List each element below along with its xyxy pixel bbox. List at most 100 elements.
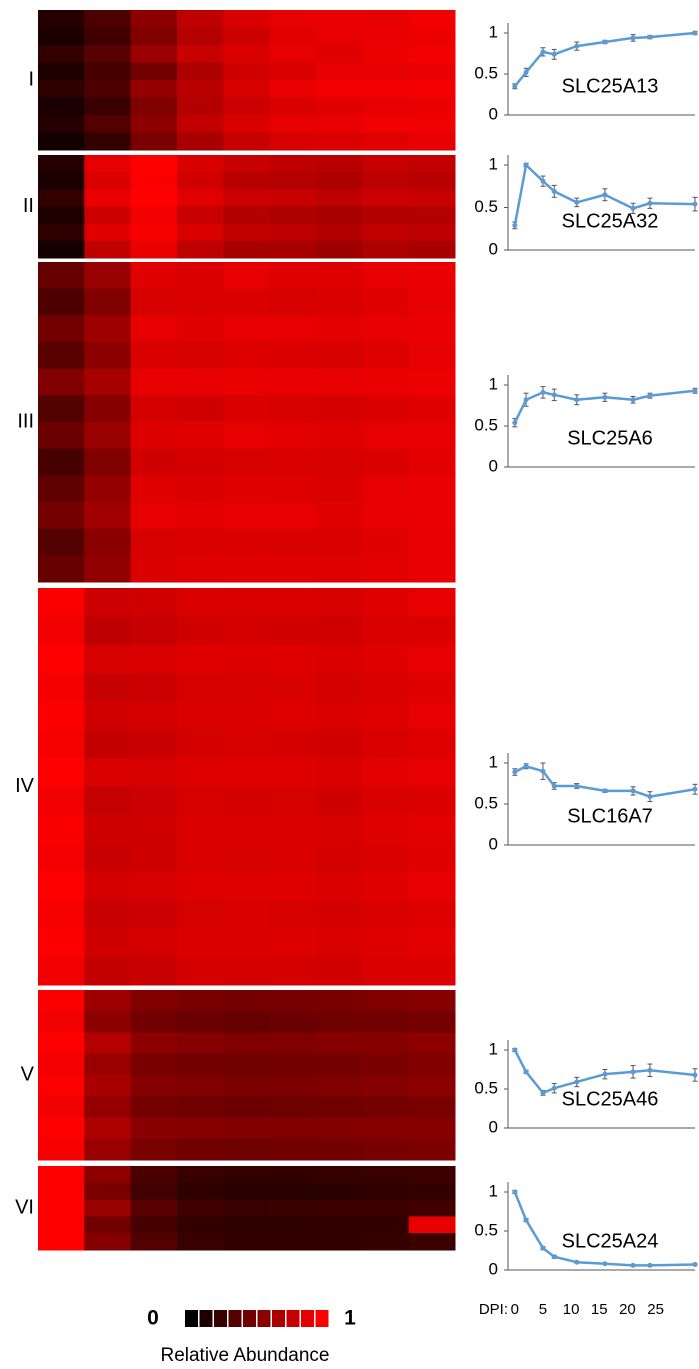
heat-cell [223, 342, 271, 370]
heat-cell [177, 315, 224, 343]
heat-cell [130, 1032, 178, 1055]
point [540, 178, 546, 184]
heat-cell [362, 395, 410, 423]
heat-cell [269, 928, 317, 958]
heat-cell [316, 1166, 363, 1184]
cluster-label: V [21, 1063, 35, 1085]
heat-cell [223, 871, 271, 901]
heat-cell [269, 262, 317, 290]
heat-cell [269, 240, 317, 259]
heat-cell [269, 956, 317, 986]
heat-cell [38, 62, 85, 81]
heat-cell [316, 189, 363, 207]
heat-cell [408, 899, 456, 929]
heat-cell [130, 528, 178, 556]
heat-cell [38, 132, 85, 151]
heat-cell [362, 368, 410, 396]
point [512, 1189, 518, 1195]
heat-cell [408, 1216, 456, 1234]
heat-cell [269, 814, 317, 844]
colorbar-swatch [301, 1310, 314, 1327]
heat-cell [130, 616, 178, 646]
heat-cell [38, 502, 85, 530]
heat-cell [362, 97, 410, 116]
point [512, 1047, 518, 1053]
heat-cell [38, 1117, 85, 1140]
point [692, 388, 698, 394]
heat-cell [223, 843, 271, 873]
heat-cell [269, 673, 317, 702]
point [630, 1262, 636, 1268]
heat-cell [316, 422, 363, 450]
heat-cell [269, 758, 317, 787]
heat-cell [362, 701, 410, 731]
heat-cell [316, 115, 363, 133]
point [574, 43, 580, 49]
heat-cell [408, 422, 456, 450]
heat-cell [84, 555, 132, 583]
heat-cell [362, 555, 410, 583]
y-tick-label: 1 [489, 22, 498, 41]
heat-cell [38, 1216, 85, 1234]
point [630, 788, 636, 794]
heat-cell [38, 475, 85, 503]
heat-cell [177, 1032, 224, 1055]
heat-cell [38, 1011, 85, 1033]
y-tick-label: 0 [489, 456, 498, 475]
heat-cell [84, 1199, 132, 1217]
heat-cell [130, 644, 178, 674]
heat-cell [130, 814, 178, 844]
heat-cell [84, 1233, 132, 1251]
heat-cell [316, 758, 363, 787]
heat-cell [269, 729, 317, 759]
heat-cell [408, 701, 456, 731]
heat-cell [130, 155, 178, 173]
heat-cell [38, 1032, 85, 1055]
heat-cell [269, 555, 317, 583]
heat-cell [362, 475, 410, 503]
y-tick-label: 0.5 [474, 1220, 498, 1239]
heat-cell [223, 189, 271, 207]
colorbar-swatch [214, 1310, 227, 1327]
heat-cell [177, 240, 224, 259]
heat-cell [130, 342, 178, 370]
heat-cell [362, 899, 410, 929]
point [602, 192, 608, 198]
heat-cell [223, 928, 271, 958]
x-tick-label: 25 [647, 1301, 664, 1318]
heat-cell [84, 155, 132, 173]
heat-cell [408, 1117, 456, 1140]
heat-cell [408, 10, 456, 28]
heat-cell [177, 172, 224, 190]
heat-cell [362, 240, 410, 259]
heat-cell [269, 990, 317, 1012]
y-tick-label: 0 [489, 1117, 498, 1136]
heat-cell [362, 1053, 410, 1076]
heat-cell [130, 729, 178, 759]
heat-cell [316, 395, 363, 423]
heat-cell [177, 644, 224, 674]
heat-cell [408, 616, 456, 646]
heat-cell [408, 155, 456, 173]
heat-cell [38, 528, 85, 556]
point [551, 51, 557, 57]
heat-cell [84, 644, 132, 674]
heat-cell [316, 288, 363, 316]
heat-cell [223, 1199, 271, 1217]
heat-cell [269, 62, 317, 81]
heat-cell [408, 189, 456, 207]
heat-cell [269, 644, 317, 674]
heat-cell [38, 1182, 85, 1201]
colorbar-swatch [228, 1310, 242, 1327]
heat-cell [177, 262, 224, 290]
heat-cell [84, 27, 132, 46]
cluster-label: II [23, 195, 34, 217]
heat-cell [177, 673, 224, 702]
heat-cell [38, 45, 85, 63]
point [647, 1262, 653, 1268]
heat-cell [269, 1199, 317, 1217]
heat-cell [316, 956, 363, 986]
heat-cell [223, 899, 271, 929]
heat-cell [316, 132, 363, 151]
heat-cell [269, 80, 317, 98]
